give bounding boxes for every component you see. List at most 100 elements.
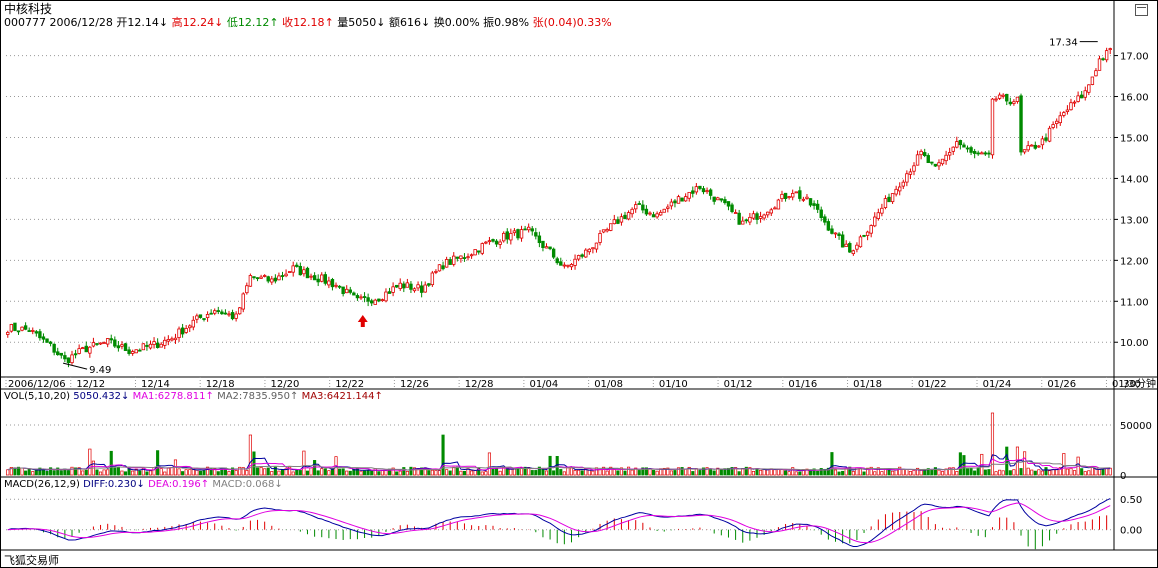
candle bbox=[737, 212, 741, 225]
candle bbox=[958, 140, 963, 146]
volume-bar bbox=[184, 469, 188, 476]
candle bbox=[562, 264, 567, 267]
candle bbox=[216, 310, 220, 312]
volume-bar bbox=[1048, 470, 1052, 476]
volume-bar bbox=[580, 470, 584, 476]
candle bbox=[152, 341, 156, 345]
candle bbox=[116, 345, 121, 349]
candle bbox=[915, 154, 920, 166]
candle bbox=[1022, 149, 1027, 153]
candle bbox=[305, 267, 310, 279]
candle bbox=[98, 342, 103, 345]
volume-bar bbox=[962, 455, 966, 476]
candle bbox=[130, 351, 135, 354]
candle bbox=[612, 219, 616, 225]
candle bbox=[1037, 145, 1041, 148]
candle bbox=[505, 231, 509, 240]
volume-bar bbox=[49, 467, 53, 476]
candle bbox=[972, 150, 977, 154]
macd-dea-line bbox=[7, 502, 1111, 544]
candle bbox=[666, 206, 670, 209]
volume-bar bbox=[338, 468, 342, 476]
volume-bar bbox=[402, 467, 406, 476]
volume-bar bbox=[1044, 467, 1048, 476]
candle bbox=[487, 240, 492, 243]
volume-bar bbox=[1040, 470, 1044, 476]
volume-bar bbox=[530, 470, 534, 476]
candle bbox=[412, 288, 417, 292]
candle bbox=[1047, 127, 1052, 142]
low-annotation-leader bbox=[62, 362, 88, 370]
candle bbox=[1072, 101, 1077, 104]
volume-bar bbox=[109, 450, 113, 476]
candle bbox=[355, 295, 360, 299]
volume-bar bbox=[409, 466, 413, 476]
volume-bar bbox=[880, 471, 884, 476]
candle bbox=[41, 336, 46, 340]
candle bbox=[815, 203, 820, 210]
volume-bar bbox=[602, 466, 606, 476]
volume-bar bbox=[288, 466, 292, 476]
app-brand: 飞狐交易师 bbox=[4, 554, 59, 567]
candle bbox=[6, 332, 10, 335]
candle bbox=[937, 162, 941, 167]
candle bbox=[705, 190, 709, 193]
candle bbox=[159, 343, 163, 348]
candle bbox=[120, 344, 124, 347]
volume-bar bbox=[598, 469, 602, 476]
price-tick-label: 15.00 bbox=[1120, 133, 1149, 144]
candle bbox=[997, 94, 1002, 99]
candle bbox=[291, 265, 295, 273]
candle bbox=[519, 229, 524, 239]
volume-bar bbox=[534, 470, 538, 476]
candle bbox=[384, 291, 388, 302]
candle bbox=[262, 275, 267, 277]
candle bbox=[173, 337, 178, 341]
stock-name: 中核科技 bbox=[4, 2, 53, 16]
volume-bar bbox=[452, 466, 456, 476]
volume-bar bbox=[651, 469, 656, 476]
high-arrow-icon: ↓ bbox=[214, 16, 224, 29]
candle bbox=[790, 192, 795, 198]
window-toggle-icon[interactable] bbox=[1135, 4, 1148, 16]
candle bbox=[434, 270, 438, 273]
volume-bar bbox=[470, 470, 474, 476]
candle bbox=[31, 330, 35, 332]
candle bbox=[673, 200, 677, 204]
candle bbox=[965, 147, 970, 150]
candle bbox=[220, 311, 224, 315]
volume-bar bbox=[805, 468, 809, 476]
candle bbox=[1087, 84, 1091, 93]
candle bbox=[102, 342, 106, 344]
candle bbox=[455, 256, 460, 259]
candle bbox=[205, 314, 210, 319]
candle bbox=[669, 201, 674, 207]
candle bbox=[109, 338, 113, 341]
volume-bar bbox=[202, 470, 206, 476]
volume-bar bbox=[1080, 468, 1084, 476]
volume-bar bbox=[216, 471, 220, 476]
date-tick-label: 12/18 bbox=[206, 379, 235, 390]
volume-bar bbox=[759, 469, 763, 476]
volume-bar bbox=[420, 467, 424, 476]
candle bbox=[901, 181, 905, 187]
volume-bar bbox=[687, 466, 691, 476]
candle bbox=[840, 234, 845, 248]
candle bbox=[769, 209, 773, 214]
high-label: 高 bbox=[171, 16, 183, 29]
candle bbox=[808, 198, 813, 206]
volume-bar bbox=[569, 467, 574, 476]
candle bbox=[73, 353, 78, 356]
volume-bar bbox=[1097, 468, 1102, 476]
price-tick-label: 14.00 bbox=[1120, 174, 1149, 185]
high-value: 12.24 bbox=[182, 16, 215, 29]
candle bbox=[391, 286, 395, 293]
candle bbox=[805, 196, 809, 199]
candle bbox=[651, 214, 656, 218]
open-arrow-icon: ↓ bbox=[158, 16, 169, 29]
candle bbox=[751, 213, 756, 219]
candle bbox=[623, 214, 627, 219]
amount-value: 616 bbox=[400, 16, 421, 29]
candle bbox=[873, 216, 877, 227]
